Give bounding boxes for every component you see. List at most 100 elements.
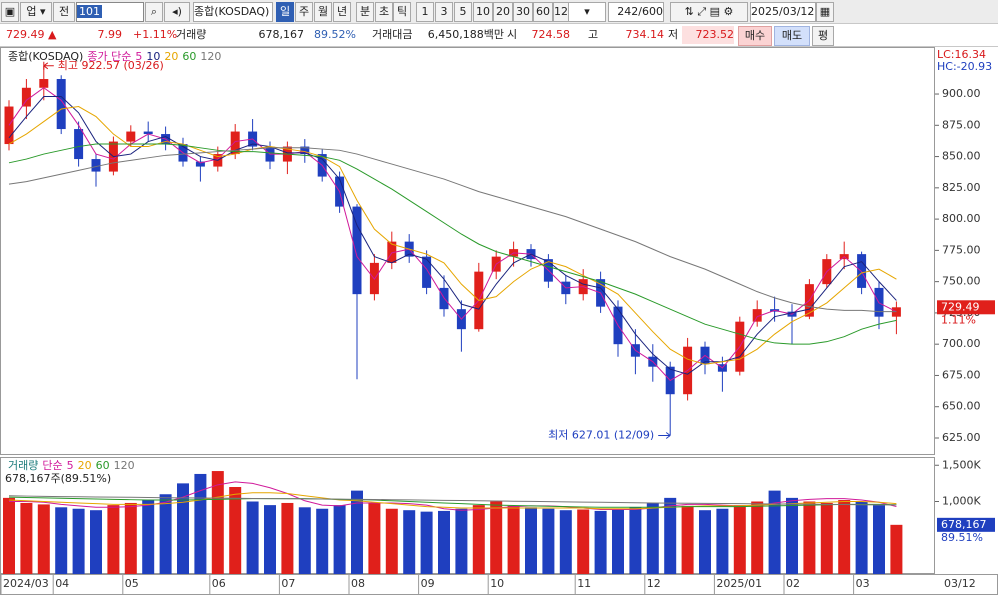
volume-bar xyxy=(629,507,642,574)
volume-bar xyxy=(664,497,677,574)
period-button[interactable]: 분 xyxy=(356,2,374,22)
volume-bar xyxy=(438,510,450,574)
x-tick-label: 08 xyxy=(351,577,365,590)
date[interactable]: 2025/03/12 xyxy=(750,2,816,22)
ma-line xyxy=(8,147,897,313)
volume-bar xyxy=(124,502,137,574)
volume-bar xyxy=(855,501,868,574)
search-icon[interactable]: ⌕ xyxy=(145,2,163,22)
period-button[interactable]: 년 xyxy=(333,2,351,22)
market-select[interactable]: 업 ▾ xyxy=(20,2,52,22)
period-button[interactable]: 월 xyxy=(314,2,332,22)
candle-body xyxy=(422,256,432,288)
volume-bar xyxy=(542,508,555,574)
change-tag: 1.11% xyxy=(941,313,976,326)
legend-prefix: 종가 단순 xyxy=(87,50,131,63)
volume-bar xyxy=(873,505,885,574)
x-tick-label: 05 xyxy=(125,577,139,590)
period-button[interactable]: 60 xyxy=(533,2,553,22)
blank-select[interactable]: ▾ xyxy=(568,2,606,22)
high: 734.14 xyxy=(625,28,665,41)
legend-entry: 5 xyxy=(135,50,142,63)
legend-prefix: 단순 xyxy=(42,459,62,472)
y-tick-label: 825.00 xyxy=(942,181,981,194)
pct: +1.11% xyxy=(133,28,178,41)
volume-bar xyxy=(890,524,903,574)
x-tick-label: 2025/01 xyxy=(716,577,762,590)
quote-bar: 729.49 ▲ 7.99 +1.11% 거래량 678,167 89.52% … xyxy=(0,24,998,47)
volume-bar xyxy=(159,494,172,574)
cursor-date: 03/12 xyxy=(944,577,976,590)
volume-bar xyxy=(525,507,537,574)
code: 101 xyxy=(77,5,102,18)
volume-tag xyxy=(937,517,995,532)
candle-body xyxy=(56,79,66,130)
volume-bar xyxy=(681,505,694,574)
period-button[interactable]: 주 xyxy=(295,2,313,22)
sell-button[interactable]: 매도 xyxy=(774,26,810,46)
volume-bar xyxy=(594,510,607,574)
amt-label: 거래대금 xyxy=(372,28,413,41)
candle-body xyxy=(4,106,14,145)
sound-icon[interactable]: ◂) xyxy=(164,2,190,22)
period-button[interactable]: 초 xyxy=(375,2,393,22)
legend-entry: 20 xyxy=(78,459,92,472)
volume-bar xyxy=(177,483,189,574)
count: 242/600 xyxy=(608,2,664,22)
y-tick-label: 1,000K xyxy=(942,495,981,508)
avg-button[interactable]: 평 xyxy=(812,26,834,46)
volume-bar xyxy=(786,497,798,574)
ma-line xyxy=(8,143,897,345)
period-button[interactable]: 20 xyxy=(493,2,513,22)
period-button[interactable]: 30 xyxy=(513,2,533,22)
y-tick-label: 750.00 xyxy=(942,275,981,288)
period-button[interactable]: 일 xyxy=(276,2,294,22)
volume-bar xyxy=(194,473,207,574)
period-button[interactable]: 3 xyxy=(435,2,453,22)
menu-icon[interactable]: ▣ xyxy=(1,2,19,22)
volume-ma-line xyxy=(8,492,897,510)
y-tick-label: 700.00 xyxy=(942,337,981,350)
candle-body xyxy=(387,241,397,263)
legend-title: 거래량 xyxy=(8,459,38,472)
tool-icons[interactable]: ⇅ ⤢ ▤ ⚙ xyxy=(670,2,748,22)
price-pane xyxy=(0,47,935,455)
legend-title: 종합(KOSDAQ) xyxy=(8,50,83,63)
x-tick-label: 06 xyxy=(212,577,226,590)
volume: 678,167 xyxy=(258,28,305,41)
candle-body xyxy=(74,129,84,160)
candle-body xyxy=(195,161,205,167)
volume-bar xyxy=(716,508,729,574)
period-button[interactable]: 1 xyxy=(416,2,434,22)
candle-body xyxy=(126,131,136,142)
volume-ma-line xyxy=(8,496,897,508)
volume-bar xyxy=(472,505,485,574)
period-button[interactable]: 5 xyxy=(454,2,472,22)
low-label: 저 xyxy=(668,28,679,41)
volume-bar xyxy=(142,500,155,574)
candle-body xyxy=(300,146,310,155)
legend-entry: 60 xyxy=(182,50,196,63)
price: 729.49 ▲ xyxy=(6,28,57,41)
candle-body xyxy=(352,206,362,295)
y-tick-label: 675.00 xyxy=(942,368,981,381)
amount: 6,450,188백만 xyxy=(427,28,504,41)
calendar-icon[interactable]: ▦ xyxy=(816,2,834,22)
volume-bar xyxy=(333,505,346,574)
volume-bar xyxy=(820,502,833,574)
volume-bar xyxy=(90,510,102,574)
volume-bar xyxy=(420,511,433,574)
low-arrow xyxy=(658,432,671,439)
candle-body xyxy=(91,159,101,172)
legend-entry: 120 xyxy=(200,50,221,63)
volume-bar xyxy=(20,502,33,574)
prev-button[interactable]: 전 xyxy=(53,2,75,22)
ma-line xyxy=(8,96,897,375)
y-tick-label: 875.00 xyxy=(942,118,981,131)
period-button[interactable]: 틱 xyxy=(393,2,411,22)
buy-button[interactable]: 매수 xyxy=(738,26,772,46)
x-tick-label: 2024/03 xyxy=(3,577,49,590)
period-button[interactable]: 10 xyxy=(473,2,493,22)
code-input[interactable]: 101 xyxy=(76,2,144,22)
